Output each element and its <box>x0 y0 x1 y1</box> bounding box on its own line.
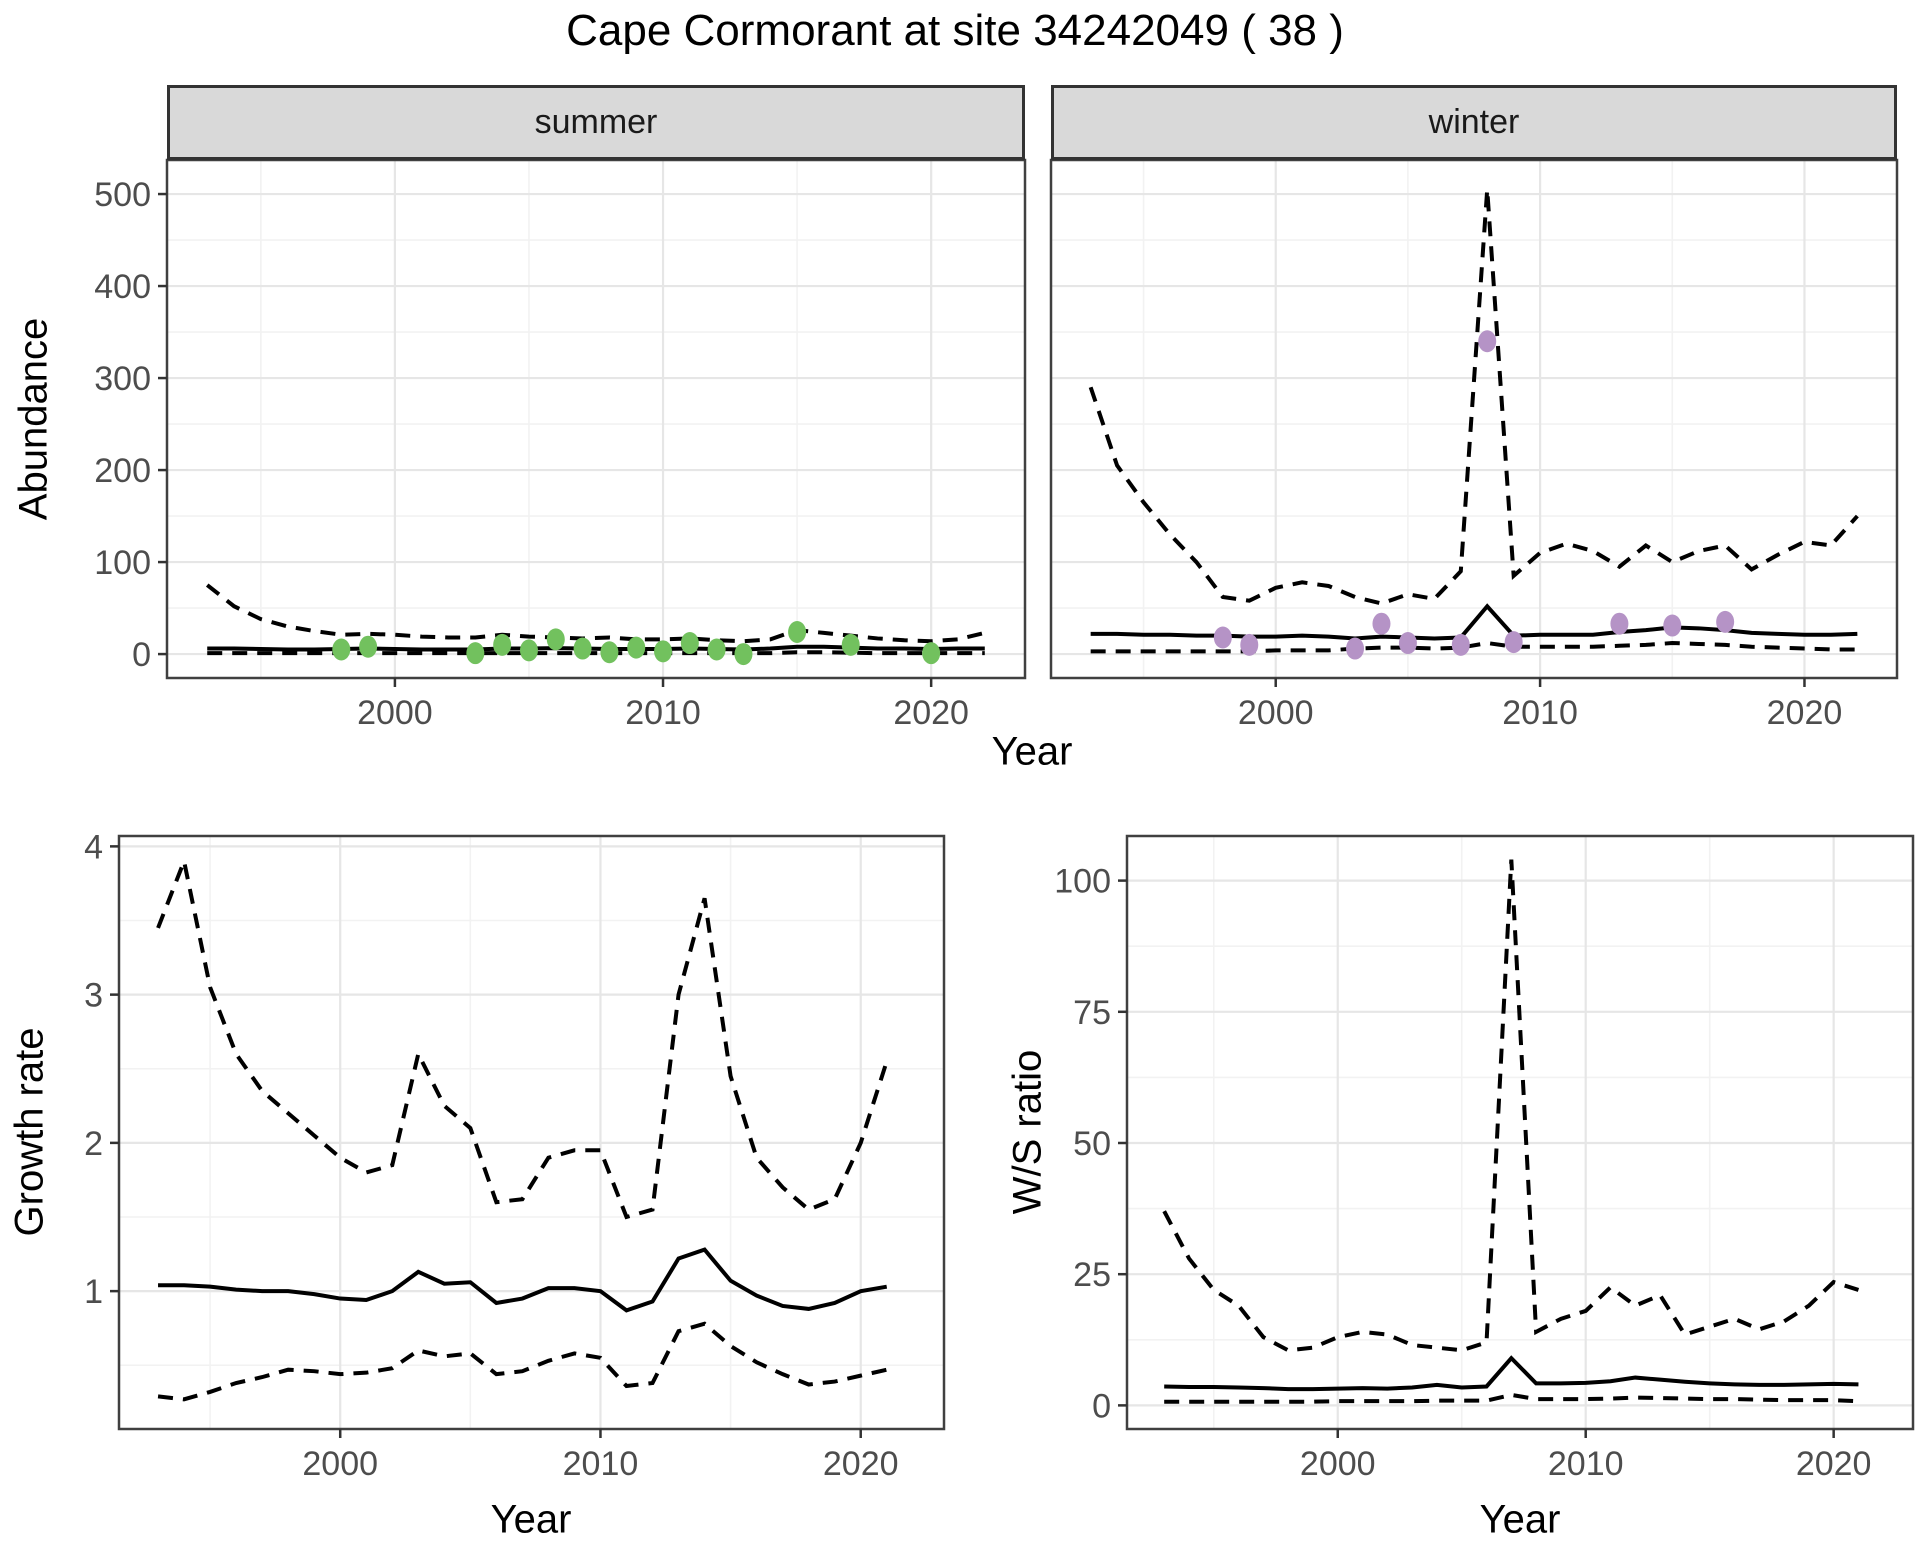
panel-border <box>1125 834 1915 1431</box>
data-point <box>466 642 485 665</box>
facet-strip-summer: summer <box>167 85 1025 160</box>
y-axis-title-abundance: Abundance <box>11 317 56 521</box>
facet-label-winter: winter <box>1428 103 1520 141</box>
x-tick-label: 2010 <box>625 694 701 732</box>
x-tick-label: 2000 <box>1300 1445 1376 1483</box>
panel-border <box>165 158 1027 680</box>
data-point <box>1346 637 1365 660</box>
y-tick-label: 2 <box>84 1125 103 1163</box>
x-tick-label: 2020 <box>1767 694 1843 732</box>
data-point <box>600 641 619 664</box>
x-tick-label: 2010 <box>1548 1445 1624 1483</box>
data-point <box>788 620 807 643</box>
x-axis-title-top: Year <box>991 729 1073 774</box>
x-axis-title-ws: Year <box>1479 1497 1561 1542</box>
lower-ci-line <box>1164 1392 1859 1404</box>
y-axis-title-growth: Growth rate <box>7 1027 52 1237</box>
data-point <box>1504 631 1523 654</box>
y-tick-label: 50 <box>1073 1125 1111 1163</box>
data-point <box>680 632 699 655</box>
x-tick-label: 2020 <box>893 694 969 732</box>
x-axis-title-growth: Year <box>490 1497 572 1542</box>
y-tick-label: 200 <box>94 452 151 490</box>
data-point <box>922 642 941 665</box>
y-axis-title-ws: W/S ratio <box>1005 1049 1050 1215</box>
lower-ci-line <box>1090 641 1858 654</box>
panel-ws-ratio: 2000 2010 2020 0 25 50 75 100 <box>1054 834 1915 1483</box>
data-point <box>519 639 538 662</box>
data-point <box>332 638 351 661</box>
data-point <box>1478 330 1497 353</box>
data-point <box>359 635 378 658</box>
upper-ci-line <box>156 854 889 1220</box>
x-tick-label: 2020 <box>823 1445 899 1483</box>
panel-abundance-summer: 2000 2010 2020 0 100 200 300 400 500 <box>94 158 1027 732</box>
data-point <box>1663 614 1682 637</box>
y-tick-label: 25 <box>1073 1256 1111 1294</box>
y-tick-label: 0 <box>132 636 151 674</box>
x-tick-label: 2000 <box>357 694 433 732</box>
data-point <box>573 637 592 660</box>
data-point <box>734 643 753 666</box>
panel-border <box>117 834 946 1431</box>
panel-growth-rate: 2000 2010 2020 1 2 3 4 <box>84 828 946 1483</box>
x-tick-label: 2010 <box>1502 694 1578 732</box>
y-tick-label: 500 <box>94 176 151 214</box>
y-tick-label: 3 <box>84 977 103 1015</box>
x-tick-label: 2000 <box>1238 694 1314 732</box>
data-point <box>841 633 860 656</box>
data-point <box>1240 633 1259 656</box>
median-line <box>1090 603 1858 641</box>
panel-border <box>1049 158 1899 680</box>
y-tick-label: 100 <box>1054 863 1111 901</box>
upper-ci-line <box>205 583 986 644</box>
y-tick-label: 1 <box>84 1273 103 1311</box>
upper-ci-line <box>1162 859 1860 1353</box>
figure-title: Cape Cormorant at site 34242049 ( 38 ) <box>566 6 1344 55</box>
x-tick-label: 2010 <box>563 1445 639 1483</box>
lower-ci-line <box>157 1321 888 1402</box>
data-point <box>1451 633 1470 656</box>
y-tick-label: 400 <box>94 268 151 306</box>
data-point <box>1610 612 1629 635</box>
data-point <box>1398 632 1417 655</box>
data-point <box>1372 612 1391 635</box>
y-tick-label: 100 <box>94 544 151 582</box>
data-point <box>627 636 646 659</box>
panel-abundance-winter: 2000 2010 2020 <box>1049 158 1899 732</box>
data-point <box>707 638 726 661</box>
facet-strip-winter: winter <box>1051 85 1897 160</box>
y-tick-label: 4 <box>84 828 103 866</box>
x-tick-label: 2000 <box>302 1445 378 1483</box>
y-tick-label: 300 <box>94 360 151 398</box>
y-tick-label: 0 <box>1092 1387 1111 1425</box>
x-tick-label: 2020 <box>1796 1445 1872 1483</box>
data-point <box>654 640 673 663</box>
data-point <box>1716 610 1735 633</box>
data-point <box>1213 626 1232 649</box>
y-tick-label: 75 <box>1073 994 1111 1032</box>
data-point <box>546 628 565 651</box>
median-line <box>158 1247 888 1313</box>
upper-ci-line <box>1088 189 1859 606</box>
data-point <box>493 633 512 656</box>
median-line <box>1164 1355 1859 1392</box>
median-line <box>207 644 985 652</box>
facet-label-summer: summer <box>534 103 658 141</box>
